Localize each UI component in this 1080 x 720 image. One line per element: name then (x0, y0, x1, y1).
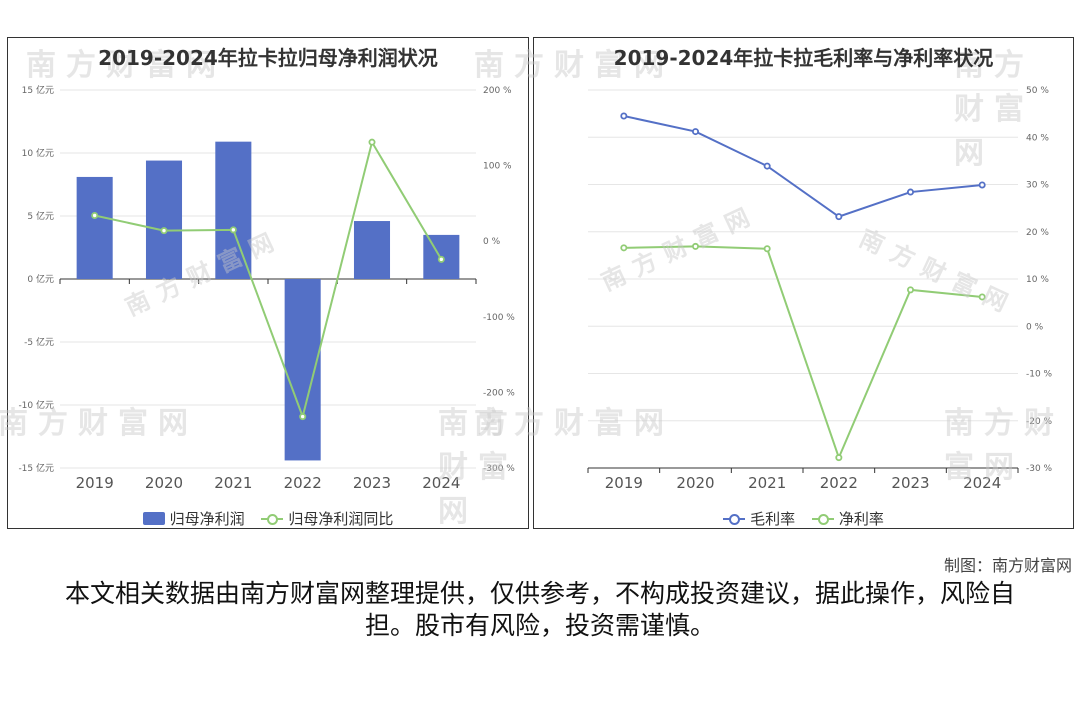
legend-item-net-profit-yoy[interactable]: 归母净利润同比 (261, 508, 393, 529)
y-tick-label: -5 亿元 (24, 336, 54, 348)
x-tick-label: 2021 (748, 474, 786, 492)
y2-tick-label: -200 % (483, 388, 515, 398)
legend-label: 归母净利润 (169, 510, 245, 528)
legend-item-net-profit[interactable]: 归母净利润 (142, 508, 245, 529)
y-tick-label: 10 % (1026, 275, 1049, 285)
net-margin-point (620, 244, 628, 252)
gross-margin-point (978, 181, 986, 189)
watermark-cn: 南方财富网 (0, 406, 198, 441)
x-tick-label: 2023 (891, 474, 929, 492)
net-margin-point (691, 242, 699, 250)
legend-item-gross-margin[interactable]: 毛利率 (723, 508, 795, 529)
x-tick-label: 2022 (820, 474, 858, 492)
gross-margin-point (906, 188, 914, 196)
net-margin-point (763, 245, 771, 253)
net-margin-point (978, 293, 986, 301)
y-tick-label: 10 亿元 (22, 147, 54, 159)
legend-item-net-margin[interactable]: 净利率 (811, 508, 884, 529)
net-margin-point (835, 454, 843, 462)
chart-legend: 归母净利润 归母净利润同比 (8, 508, 528, 529)
watermark-cn: 南方财富网 (26, 48, 226, 83)
x-tick-label: 2022 (284, 474, 322, 492)
watermark-cn: 南方财富网 (474, 48, 674, 83)
y-tick-label: 0 亿元 (27, 273, 54, 285)
line-swatch-icon (723, 512, 746, 525)
watermark-cn: 南方财富网 (944, 406, 1064, 485)
y-tick-label: 0 % (1026, 322, 1044, 332)
chart-title: 2019-2024年拉卡拉归母净利润状况 (98, 46, 438, 70)
gross-margin-line (623, 115, 983, 218)
x-tick-label: 2020 (145, 474, 183, 492)
x-tick-label: 2019 (605, 474, 643, 492)
watermark-cn: 南方财富网 (474, 406, 674, 441)
y-tick-label: 50 % (1026, 86, 1049, 96)
y2-tick-label: 100 % (483, 162, 512, 172)
y-tick-label: 40 % (1026, 133, 1049, 143)
chart-panel-margins: 50 % 40 % 30 % 20 % 10 % 0 % -10 % -20 % -30 % 20… (474, 37, 1074, 529)
x-tick-label: 2024 (422, 474, 460, 492)
y-tick-label: -10 亿元 (18, 399, 54, 411)
bar (145, 160, 183, 279)
net-margin-line (623, 245, 983, 461)
y-tick-label: -20 % (1026, 417, 1053, 427)
x-tick-label: 2021 (214, 474, 252, 492)
chart-legend: 毛利率 净利率 (534, 508, 1073, 529)
x-tick-label: 2024 (963, 474, 1001, 492)
watermark-cn: 南方财富网 (438, 406, 518, 529)
yoy-point (160, 227, 168, 235)
net-profit-chart: 15 亿元 10 亿元 5 亿元 0 亿元 -5 亿元 -10 亿元 -15 亿元 200 %… (18, 84, 515, 492)
gross-margin-point (620, 112, 628, 120)
legend-label: 净利率 (838, 510, 884, 528)
net-margin-point (906, 286, 914, 294)
y-tick-label: -15 亿元 (18, 462, 54, 474)
y2-tick-label: 200 % (483, 86, 512, 96)
chart-credit: 制图：南方财富网 (943, 556, 1072, 575)
y-tick-label: 30 % (1026, 181, 1049, 191)
x-tick-label: 2020 (676, 474, 714, 492)
y-tick-label: -10 % (1026, 370, 1053, 380)
yoy-point (91, 211, 99, 219)
gross-margin-point (691, 128, 699, 136)
y-tick-label: -30 % (1026, 464, 1053, 474)
bar-swatch-icon (142, 512, 165, 525)
legend-label: 毛利率 (750, 510, 796, 528)
x-tick-label: 2019 (76, 474, 114, 492)
yoy-line (94, 139, 443, 420)
margin-chart: 50 % 40 % 30 % 20 % 10 % 0 % -10 % -20 % -30 % 20… (587, 86, 1053, 492)
yoy-point (368, 138, 376, 146)
gross-margin-point (835, 213, 843, 221)
yoy-point (437, 255, 445, 263)
watermark-cn: 南方财富网 (954, 48, 1034, 171)
y2-tick-label: -100 % (483, 313, 515, 323)
yoy-point (229, 226, 237, 234)
line-swatch-icon (261, 512, 284, 525)
chart-panel-net-profit: 15 亿元 10 亿元 5 亿元 0 亿元 -5 亿元 -10 亿元 -15 亿元 200 %… (0, 37, 529, 529)
legend-label: 归母净利润同比 (288, 510, 394, 528)
y2-tick-label: 0 % (483, 237, 501, 247)
y-tick-label: 20 % (1026, 228, 1049, 238)
chart-title: 2019-2024年拉卡拉毛利率与净利率状况 (613, 46, 994, 70)
bar (353, 221, 391, 279)
yoy-point (299, 413, 307, 421)
y-tick-label: 5 亿元 (27, 210, 54, 222)
bar (215, 141, 252, 279)
x-tick-label: 2023 (353, 474, 391, 492)
line-swatch-icon (811, 512, 834, 525)
y-tick-label: 15 亿元 (22, 84, 54, 96)
bar (76, 176, 113, 279)
y2-tick-label: -300 % (483, 464, 515, 474)
gross-margin-point (763, 162, 771, 170)
disclaimer-text: 本文相关数据由南方财富网整理提供，仅供参考，不构成投资建议，据此操作，风险自担。… (64, 579, 1015, 640)
